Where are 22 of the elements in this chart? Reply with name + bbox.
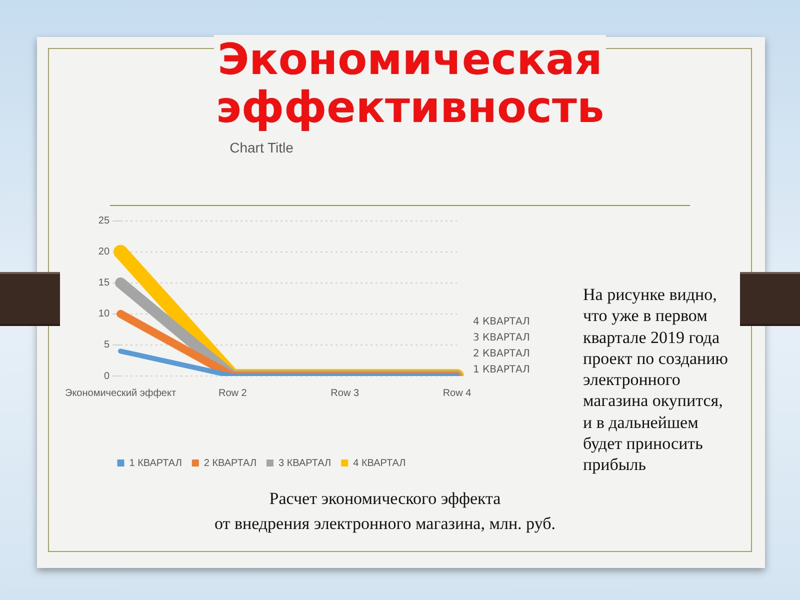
- y-tick-label: 20: [98, 246, 110, 258]
- legend-label: 1 КВАРТАЛ: [129, 458, 182, 469]
- x-tick-label: Row 2: [218, 388, 248, 399]
- y-tick-label: 10: [98, 308, 110, 320]
- text: 1 КВАРТАЛ: [473, 364, 530, 376]
- legend-label: 4 КВАРТАЛ: [353, 458, 406, 469]
- y-tick-label: 15: [98, 278, 110, 289]
- legend-label: 2 КВАРТАЛ: [204, 458, 257, 469]
- text: 2 КВАРТАЛ: [473, 348, 530, 360]
- text: 3 КВАРТАЛ: [473, 332, 530, 344]
- text: 4 КВАРТАЛ: [473, 316, 530, 328]
- y-tick-label: 0: [104, 370, 110, 382]
- text: Расчет экономического эффекта от внедрения электронного магазина, млн. руб.: [214, 488, 556, 535]
- x-tick-label: Экономический эффект: [64, 388, 176, 399]
- y-tick-label: 25: [98, 216, 110, 227]
- chart-title: Экономическая эффективность: [212, 35, 608, 133]
- chart-subtitle: Chart Title: [230, 139, 294, 156]
- x-tick-label: Row 3: [330, 388, 360, 399]
- text: На рисунке видно, что уже в первом квартале 2019 года проект по созданию электронного магазина окупится, и в дальнейшем будет приносить прибыль: [583, 285, 728, 474]
- legend-label: 3 КВАРТАЛ: [278, 458, 332, 469]
- y-tick-label: 5: [104, 340, 110, 351]
- x-tick-label: Row 4: [442, 388, 472, 399]
